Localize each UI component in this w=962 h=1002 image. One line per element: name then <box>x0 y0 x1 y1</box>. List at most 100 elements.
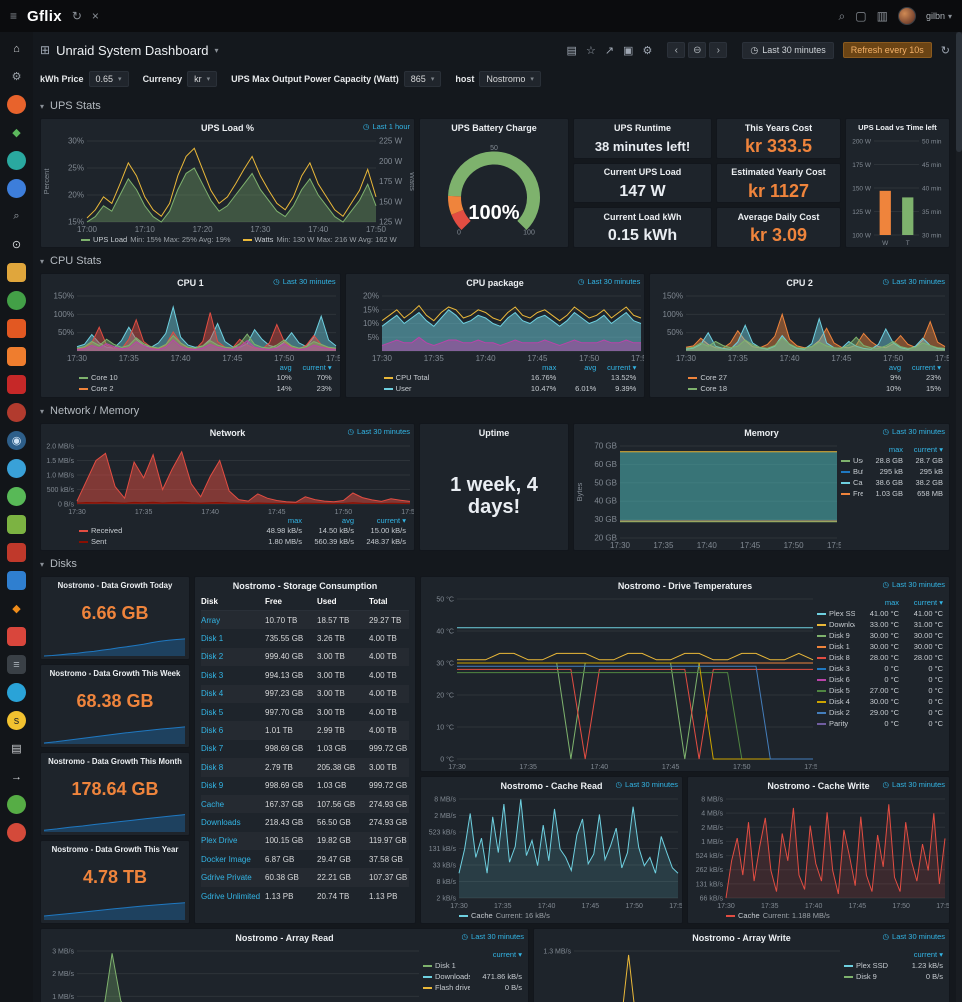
cpu-package-chart[interactable]: 20% 15% 10% 5% 17:30 17:35 17:40 17:45 17:50 17:5… <box>346 291 645 363</box>
panel-title[interactable]: Nostromo - Data Growth This Week <box>49 669 181 678</box>
panel-title[interactable]: UPS Load % <box>200 122 254 133</box>
table-row[interactable]: Downloads 218.43 GB 56.50 GB 274.93 GB <box>201 817 408 827</box>
variable-dropdown[interactable]: 865 ▾ <box>403 71 442 87</box>
sidebar-icon-app-teal[interactable] <box>7 151 26 170</box>
time-back-button[interactable]: ‹ <box>667 42 686 58</box>
table-row[interactable]: Disk 4 997.23 GB 3.00 TB 4.00 TB <box>201 685 409 703</box>
fullscreen-icon[interactable]: ▢ <box>855 9 867 23</box>
sidebar-icon-app-orange-diamond[interactable]: ◆ <box>12 603 21 615</box>
sidebar-icon-app-blue-eye[interactable]: ◉ <box>7 431 26 450</box>
sidebar-icon-app-robot[interactable]: ⊙ <box>11 239 22 251</box>
sidebar-icon-unraid[interactable] <box>7 95 26 114</box>
table-row[interactable]: Gdrive Private 60.38 GB 22.21 GB 107.37 GB <box>201 868 409 886</box>
hamburger-icon[interactable]: ≡ <box>10 9 18 23</box>
array-read-chart[interactable]: 3 MB/s2 MB/s1 MB/s0 B/s <box>41 946 423 1002</box>
panel-title[interactable]: UPS Battery Charge <box>451 122 537 133</box>
panel-title[interactable]: This Years Cost <box>744 122 813 133</box>
zoom-out-button[interactable]: ⊖ <box>688 42 707 58</box>
section-disks[interactable]: ▾ Disks <box>40 555 950 573</box>
sidebar-icon-app-cloud[interactable] <box>7 179 26 198</box>
sidebar-icon-search[interactable]: ⌕ <box>13 210 20 222</box>
sidebar-icon-app-orange-active[interactable] <box>7 347 26 366</box>
memory-chart[interactable]: 70 GB 60 GB 50 GB 40 GB 30 GB 20 GB 17:30 17:35… <box>574 441 841 551</box>
sidebar-icon-app-leaf[interactable] <box>7 515 26 534</box>
sidebar-icon-app-green2[interactable] <box>7 487 26 506</box>
panel-time-range[interactable]: ◷ Last 30 minutes <box>882 932 946 941</box>
table-row[interactable]: Disk 8 2.79 TB 205.38 GB 3.00 TB <box>201 758 409 776</box>
sidebar-icon-home[interactable]: ⌂ <box>13 42 20 55</box>
panel-time-range[interactable]: ◷ Last 30 minutes <box>882 780 946 789</box>
sidebar-icon-app-drop[interactable] <box>7 683 26 702</box>
panel-title[interactable]: Nostromo - Drive Temperatures <box>617 580 753 591</box>
drive-temperatures-chart[interactable]: 50 °C 40 °C 30 °C 20 °C 10 °C 0 °C 17:30 17:35 1… <box>421 594 817 772</box>
section-network-memory[interactable]: ▾ Network / Memory <box>40 402 950 420</box>
brand-logo[interactable]: Gflix <box>27 7 62 25</box>
sidebar-icon-app-red-shield[interactable] <box>7 375 26 394</box>
sidebar-icon-app-green[interactable] <box>7 291 26 310</box>
search-icon[interactable]: ⌕ <box>838 8 846 23</box>
table-row[interactable]: Disk 6 1.01 TB 2.99 TB 4.00 TB <box>201 721 409 739</box>
user-menu[interactable]: gilbn ▾ <box>925 11 952 21</box>
sidebar-icon-app-red-circle[interactable] <box>7 823 26 842</box>
panel-title[interactable]: UPS Runtime <box>613 122 671 133</box>
variable-dropdown[interactable]: kr ▾ <box>187 71 218 87</box>
variable-dropdown[interactable]: 0.65 ▾ <box>88 71 129 87</box>
sidebar-icon-app-red2[interactable] <box>7 627 26 646</box>
dashboard-title[interactable]: Unraid System Dashboard <box>56 42 209 58</box>
panel-title[interactable]: Nostromo - Cache Write <box>767 780 870 791</box>
panel-title[interactable]: Average Daily Cost <box>737 211 820 222</box>
sidebar-icon-logout[interactable]: → <box>11 770 22 783</box>
panel-title[interactable]: Nostromo - Data Growth This Year <box>51 845 179 854</box>
table-row[interactable]: Cache 167.37 GB 107.56 GB 274.93 GB <box>201 795 409 813</box>
panel-title[interactable]: Nostromo - Cache Read <box>500 780 603 791</box>
cpu2-chart[interactable]: 150% 100% 50% 17:30 17:35 17:40 17:45 17:50 17:5… <box>650 291 949 363</box>
refresh-icon[interactable]: ↻ <box>940 44 950 57</box>
panel-title[interactable]: UPS Load vs Time left <box>858 123 937 132</box>
panel-time-range[interactable]: ◷ Last 30 minutes <box>615 780 679 789</box>
panel-title[interactable]: CPU 1 <box>177 277 204 288</box>
panel-title[interactable]: CPU 2 <box>786 277 813 288</box>
cache-read-chart[interactable]: 8 MB/s 2 MB/s 523 kB/s 131 kB/s 33 kB/s 8 kB/… <box>421 794 682 911</box>
panel-time-range[interactable]: ◷ Last 30 minutes <box>882 427 946 436</box>
ups-vs-time-chart[interactable]: 200 W 175 W 150 W 125 W 100 W 50 min 45 min 40 … <box>846 136 949 248</box>
chevron-down-icon[interactable]: ▾ <box>214 45 219 55</box>
sidebar-icon-app-blue-square[interactable] <box>7 571 26 590</box>
table-row[interactable]: Array 10.70 TB 18.57 TB 29.27 TB <box>201 611 409 629</box>
section-ups-stats[interactable]: ▾ UPS Stats <box>40 97 950 115</box>
section-cpu-stats[interactable]: ▾ CPU Stats <box>40 252 950 270</box>
time-range-picker[interactable]: ◷ Last 30 minutes <box>742 41 834 59</box>
panel-title[interactable]: Nostromo - Storage Consumption <box>232 580 378 591</box>
add-panel-icon[interactable]: ▤ <box>566 44 577 57</box>
scrollbar[interactable] <box>956 32 962 1002</box>
panel-title[interactable]: Network <box>209 427 246 438</box>
panel-time-range[interactable]: ◷ Last 30 minutes <box>882 277 946 286</box>
sidebar-icon-app-lazy[interactable]: ≡ <box>7 655 26 674</box>
network-chart[interactable]: 2.0 MB/s 1.5 MB/s 1.0 MB/s 500 kB/s 0 B/s 17:… <box>41 441 414 516</box>
panel-time-range[interactable]: ◷ Last 30 minutes <box>577 277 641 286</box>
sidebar-icon-app-blue-drop[interactable] <box>7 459 26 478</box>
avatar[interactable] <box>897 7 916 25</box>
save-icon[interactable]: ▣ <box>623 44 634 57</box>
battery-gauge[interactable]: 0 50 100 100% <box>420 136 568 247</box>
sidebar-icon-app-sab[interactable]: s <box>7 711 26 730</box>
sidebar-icon-settings[interactable]: ⚙ <box>11 71 22 83</box>
cpu1-chart[interactable]: 150% 100% 50% 17:30 17:35 17:40 17:45 17:50 17:5… <box>41 291 340 363</box>
panel-title[interactable]: Current UPS Load <box>603 167 682 178</box>
table-row[interactable]: Gdrive Unlimited 1.13 PB 20.74 TB 1.13 PB <box>201 891 398 901</box>
panel-title[interactable]: Estimated Yearly Cost <box>731 167 826 178</box>
ups-load-chart[interactable]: 30% 25% 20% 15% 225 W 200 W 175 W 150 W 125 W 17:… <box>41 136 414 235</box>
panel-title[interactable]: Uptime <box>478 427 510 438</box>
table-row[interactable]: Docker Image 6.87 GB 29.47 GB 37.58 GB <box>201 854 403 864</box>
panel-title[interactable]: Memory <box>744 427 779 438</box>
table-row[interactable]: Disk 7 998.69 GB 1.03 GB 999.72 GB <box>201 744 408 754</box>
panel-title[interactable]: Nostromo - Array Write <box>692 932 791 943</box>
panel-title[interactable]: Nostromo - Array Read <box>235 932 334 943</box>
panel-time-range[interactable]: ◷ Last 30 minutes <box>882 580 946 589</box>
star-icon[interactable]: ☆ <box>585 44 596 57</box>
dashboard-grid-icon[interactable]: ⊞ <box>40 43 51 57</box>
sidebar-icon-github[interactable] <box>7 795 26 814</box>
display-icon[interactable]: ▥ <box>876 9 888 23</box>
panel-time-range[interactable]: ◷ Last 30 minutes <box>461 932 525 941</box>
variable-dropdown[interactable]: Nostromo ▾ <box>479 71 541 87</box>
panel-time-range[interactable]: ◷ Last 1 hour <box>362 122 410 131</box>
